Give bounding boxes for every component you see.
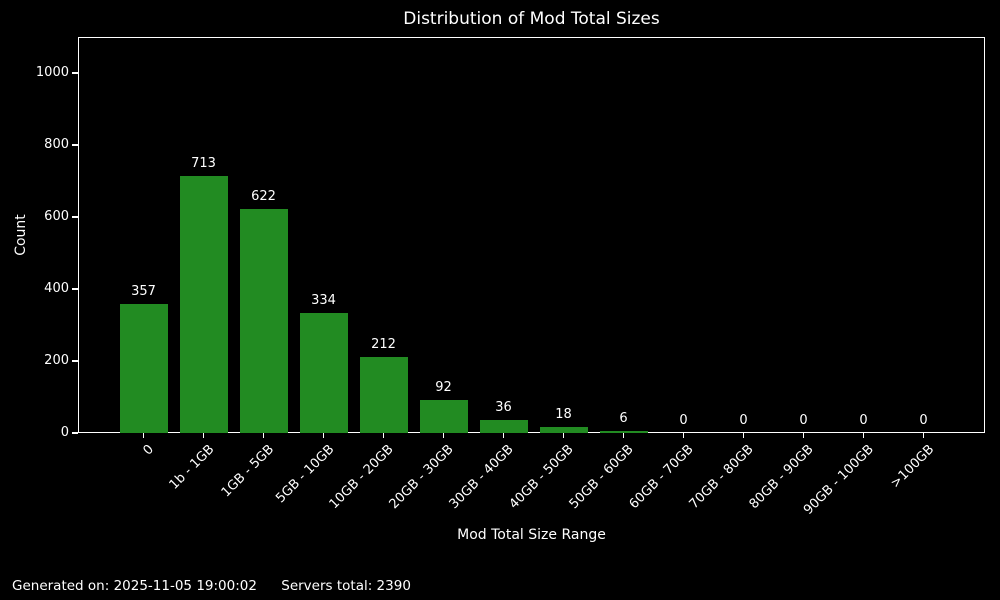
- x-tick-mark: [382, 433, 385, 438]
- bar-value-label: 0: [919, 413, 928, 428]
- bar-value-label: 18: [555, 406, 572, 422]
- x-tick-mark: [502, 433, 505, 438]
- y-tick-label: 400: [44, 281, 69, 296]
- x-tick-label: 5GB - 10GB: [272, 442, 338, 507]
- bar-value-label: 0: [739, 413, 748, 428]
- x-tick-label: 1GB - 5GB: [218, 442, 278, 501]
- x-tick-label: 1b - 1GB: [166, 442, 218, 493]
- y-tick-label: 0: [60, 425, 69, 440]
- x-tick-mark: [802, 433, 805, 438]
- bar-value-label: 212: [371, 336, 396, 352]
- chart-title: Distribution of Mod Total Sizes: [403, 9, 660, 29]
- x-tick-mark: [262, 433, 265, 438]
- x-axis-label: Mod Total Size Range: [457, 527, 606, 543]
- footer: Generated on: 2025-11-05 19:00:02 Server…: [12, 578, 411, 594]
- y-tick-label: 1000: [35, 65, 69, 80]
- bar: [479, 420, 528, 433]
- bar: [539, 426, 588, 433]
- bar-value-label: 334: [311, 292, 336, 308]
- x-tick-mark: [562, 433, 565, 438]
- x-tick-label: >100GB: [887, 442, 938, 492]
- y-tick-mark: [72, 72, 78, 74]
- y-tick-mark: [72, 360, 78, 362]
- generated-timestamp: Generated on: 2025-11-05 19:00:02: [12, 578, 257, 594]
- bar-value-label: 357: [131, 284, 156, 300]
- plot-area: [78, 37, 985, 433]
- bar-value-label: 6: [619, 410, 628, 426]
- bar: [599, 430, 648, 433]
- x-tick-mark: [322, 433, 325, 438]
- x-tick-mark: [142, 433, 145, 438]
- x-tick-mark: [862, 433, 865, 438]
- x-tick-mark: [742, 433, 745, 438]
- y-tick-label: 600: [44, 209, 69, 224]
- bar: [299, 312, 348, 433]
- bar-value-label: 713: [191, 156, 216, 172]
- bar-value-label: 0: [799, 413, 808, 428]
- x-tick-mark: [922, 433, 925, 438]
- bar: [179, 176, 228, 433]
- x-tick-label: 0: [140, 442, 158, 459]
- bar: [419, 399, 468, 433]
- bar-value-label: 0: [859, 413, 868, 428]
- bar-value-label: 622: [251, 189, 276, 205]
- y-tick-label: 200: [44, 353, 69, 368]
- x-tick-mark: [442, 433, 445, 438]
- bar-value-label: 36: [495, 400, 512, 416]
- bar: [119, 304, 168, 433]
- y-tick-mark: [72, 216, 78, 218]
- bar: [359, 356, 408, 433]
- bar-value-label: 0: [679, 413, 688, 428]
- bar: [239, 209, 288, 433]
- y-tick-label: 800: [44, 137, 69, 152]
- y-tick-mark: [72, 144, 78, 146]
- servers-total: Servers total: 2390: [281, 578, 411, 594]
- y-tick-mark: [72, 288, 78, 290]
- x-tick-mark: [622, 433, 625, 438]
- bar-value-label: 92: [435, 379, 452, 395]
- x-tick-mark: [202, 433, 205, 438]
- y-tick-mark: [72, 432, 78, 434]
- x-tick-mark: [682, 433, 685, 438]
